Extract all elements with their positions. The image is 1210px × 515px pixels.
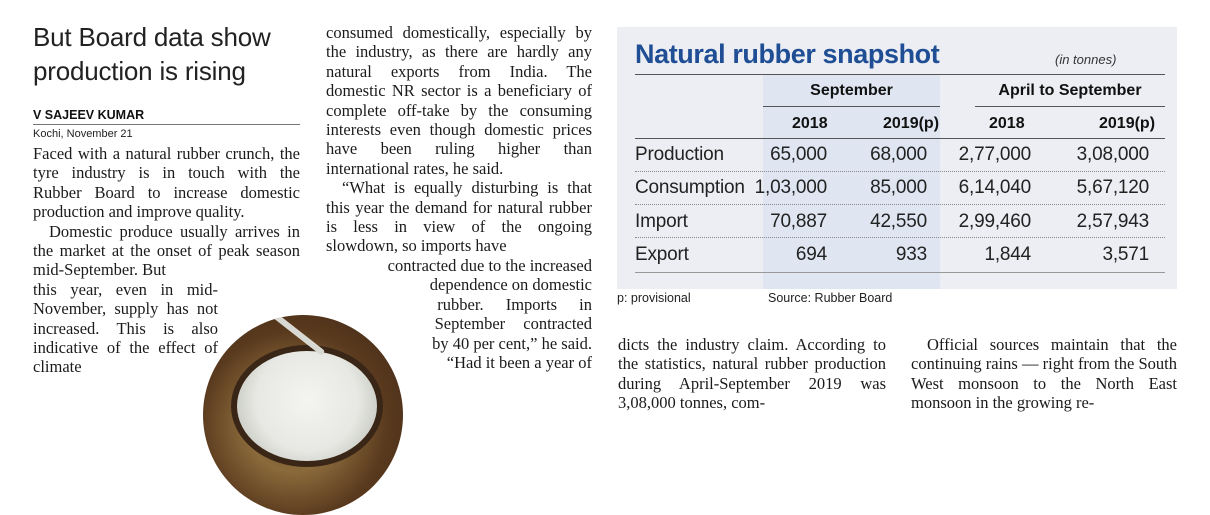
row-label: Export bbox=[635, 244, 689, 265]
row-label: Production bbox=[635, 144, 724, 165]
paragraph: Official sources maintain that the conti… bbox=[911, 335, 1177, 413]
paragraph: consumed domestically, especially by the… bbox=[326, 23, 592, 178]
rubber-snapshot-table: Natural rubber snapshot (in tonnes) Sept… bbox=[617, 27, 1177, 289]
table-cell: 6,14,040 bbox=[958, 177, 1032, 198]
row-divider bbox=[635, 237, 1165, 238]
year-header: 2019(p) bbox=[1099, 115, 1156, 132]
group-rule bbox=[763, 106, 940, 107]
table-title: Natural rubber snapshot bbox=[635, 39, 940, 69]
paragraph-wrapped: this year, even in mid-November, supply … bbox=[33, 279, 218, 377]
row-label: Consumption bbox=[635, 177, 745, 198]
paragraph: Faced with a natural rubber crunch, the … bbox=[33, 144, 300, 222]
group-rule bbox=[975, 106, 1165, 107]
headline: But Board data show production is rising bbox=[33, 22, 271, 86]
table-cell: 933 bbox=[895, 244, 927, 265]
table-footnote: p: provisional bbox=[617, 291, 691, 305]
table-cell: 65,000 bbox=[770, 144, 827, 165]
shaped-line: by 40 per cent,” he said. bbox=[432, 333, 592, 353]
shaped-line: “Had it been a year of bbox=[446, 352, 592, 372]
paragraph: Domestic produce usually arrives in the … bbox=[33, 221, 300, 280]
group-header-september: September bbox=[810, 82, 893, 99]
paragraph: dicts the industry claim. According to t… bbox=[618, 335, 886, 413]
byline: V SAJEEV KUMAR bbox=[33, 108, 300, 125]
table-cell: 3,571 bbox=[1102, 244, 1149, 265]
year-header: 2019(p) bbox=[883, 115, 940, 132]
table-cell: 2,99,460 bbox=[958, 211, 1032, 232]
year-header: 2018 bbox=[989, 115, 1025, 132]
table-unit: (in tonnes) bbox=[1055, 52, 1117, 67]
row-divider bbox=[635, 204, 1165, 205]
article-column-4: Official sources maintain that the conti… bbox=[911, 335, 1177, 413]
latex-bowl bbox=[231, 345, 383, 467]
paragraph: “What is equally disturbing is that this… bbox=[326, 178, 592, 256]
article-column-1: But Board data show production is rising… bbox=[33, 20, 300, 377]
table-cell: 1,844 bbox=[984, 244, 1031, 265]
table-source: Source: Rubber Board bbox=[768, 291, 893, 305]
row-divider bbox=[635, 171, 1165, 172]
dateline: Kochi, November 21 bbox=[33, 128, 133, 140]
shaped-line: rubber. Imports in bbox=[437, 294, 592, 314]
article-column-3: dicts the industry claim. According to t… bbox=[618, 335, 886, 413]
shaped-line: September contracted bbox=[434, 314, 592, 334]
shaped-line: contracted due to the increased bbox=[387, 255, 592, 275]
bottom-rule bbox=[635, 272, 1165, 273]
year-header: 2018 bbox=[792, 115, 828, 132]
table-cell: 2,77,000 bbox=[958, 144, 1032, 165]
table-cell: 2,57,943 bbox=[1076, 211, 1150, 232]
table-cell: 70,887 bbox=[770, 211, 827, 232]
table-cell: 42,550 bbox=[870, 211, 927, 232]
row-label: Import bbox=[635, 211, 688, 232]
group-header-april-september: April to September bbox=[998, 82, 1142, 99]
table-cell: 3,08,000 bbox=[1076, 144, 1150, 165]
article-column-2: consumed domestically, especially by the… bbox=[326, 23, 592, 372]
september-highlight bbox=[763, 75, 940, 289]
table-cell: 68,000 bbox=[870, 144, 927, 165]
header-rule bbox=[635, 138, 1165, 139]
table-cell: 5,67,120 bbox=[1076, 177, 1150, 198]
title-rule bbox=[635, 74, 1165, 75]
table-cell: 1,03,000 bbox=[754, 177, 828, 198]
latex-cup-photo bbox=[203, 315, 403, 515]
shaped-line: dependence on domestic bbox=[429, 275, 592, 295]
table-cell: 85,000 bbox=[870, 177, 927, 198]
table-cell: 694 bbox=[795, 244, 827, 265]
